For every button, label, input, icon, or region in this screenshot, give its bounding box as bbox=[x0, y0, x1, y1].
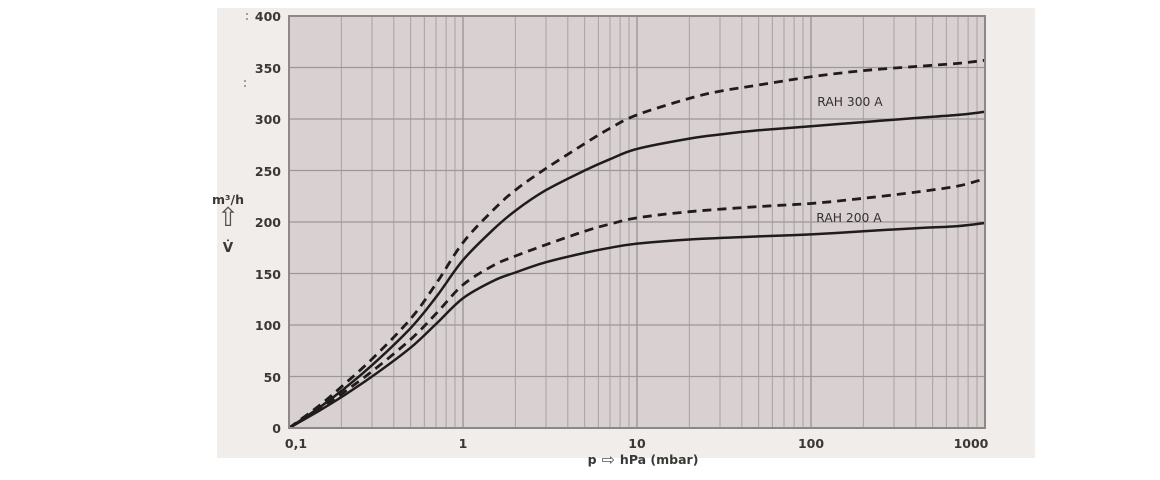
y-tick-label: 350 bbox=[254, 60, 281, 76]
x-axis-unit: hPa (mbar) bbox=[619, 452, 699, 467]
plot-border bbox=[288, 15, 986, 429]
y-tick-label: 200 bbox=[254, 215, 281, 230]
x-axis-quantity: p bbox=[587, 452, 597, 467]
up-arrow-icon: ⇧ bbox=[217, 203, 239, 233]
scan-artifact-dots bbox=[244, 80, 246, 87]
x-tick-label: 10 bbox=[628, 436, 646, 451]
x-tick-label: 1 bbox=[458, 436, 468, 451]
y-axis-quantity-label: V̇ bbox=[222, 240, 234, 256]
horizontal-gridlines bbox=[289, 66, 985, 378]
right-arrow-icon: ⇨ bbox=[601, 449, 615, 469]
y-tick-label: 400 bbox=[254, 9, 281, 24]
series-curve-0 bbox=[288, 58, 986, 430]
x-axis-label: p ⇨ hPa (mbar) bbox=[558, 449, 728, 469]
series-curve-3 bbox=[288, 221, 986, 430]
y-tick-label: 100 bbox=[254, 318, 281, 333]
y-tick-label: 250 bbox=[254, 163, 281, 179]
y-tick-label: 0 bbox=[272, 421, 281, 436]
y-tick-label: 150 bbox=[254, 266, 281, 282]
series-curve-1 bbox=[288, 110, 986, 430]
y-tick-label: 300 bbox=[254, 112, 281, 127]
series-curve-2 bbox=[288, 177, 986, 430]
series-label: RAH 300 A bbox=[817, 95, 883, 109]
series-label: RAH 200 A bbox=[816, 211, 882, 225]
x-tick-label: 1000 bbox=[953, 436, 989, 451]
x-tick-label: 0,1 bbox=[284, 436, 308, 451]
y-tick-label: 50 bbox=[263, 369, 281, 385]
scan-artifact-dots bbox=[246, 13, 248, 20]
x-tick-label: 100 bbox=[797, 436, 825, 451]
y-axis-unit-label: m³/h bbox=[212, 192, 244, 207]
